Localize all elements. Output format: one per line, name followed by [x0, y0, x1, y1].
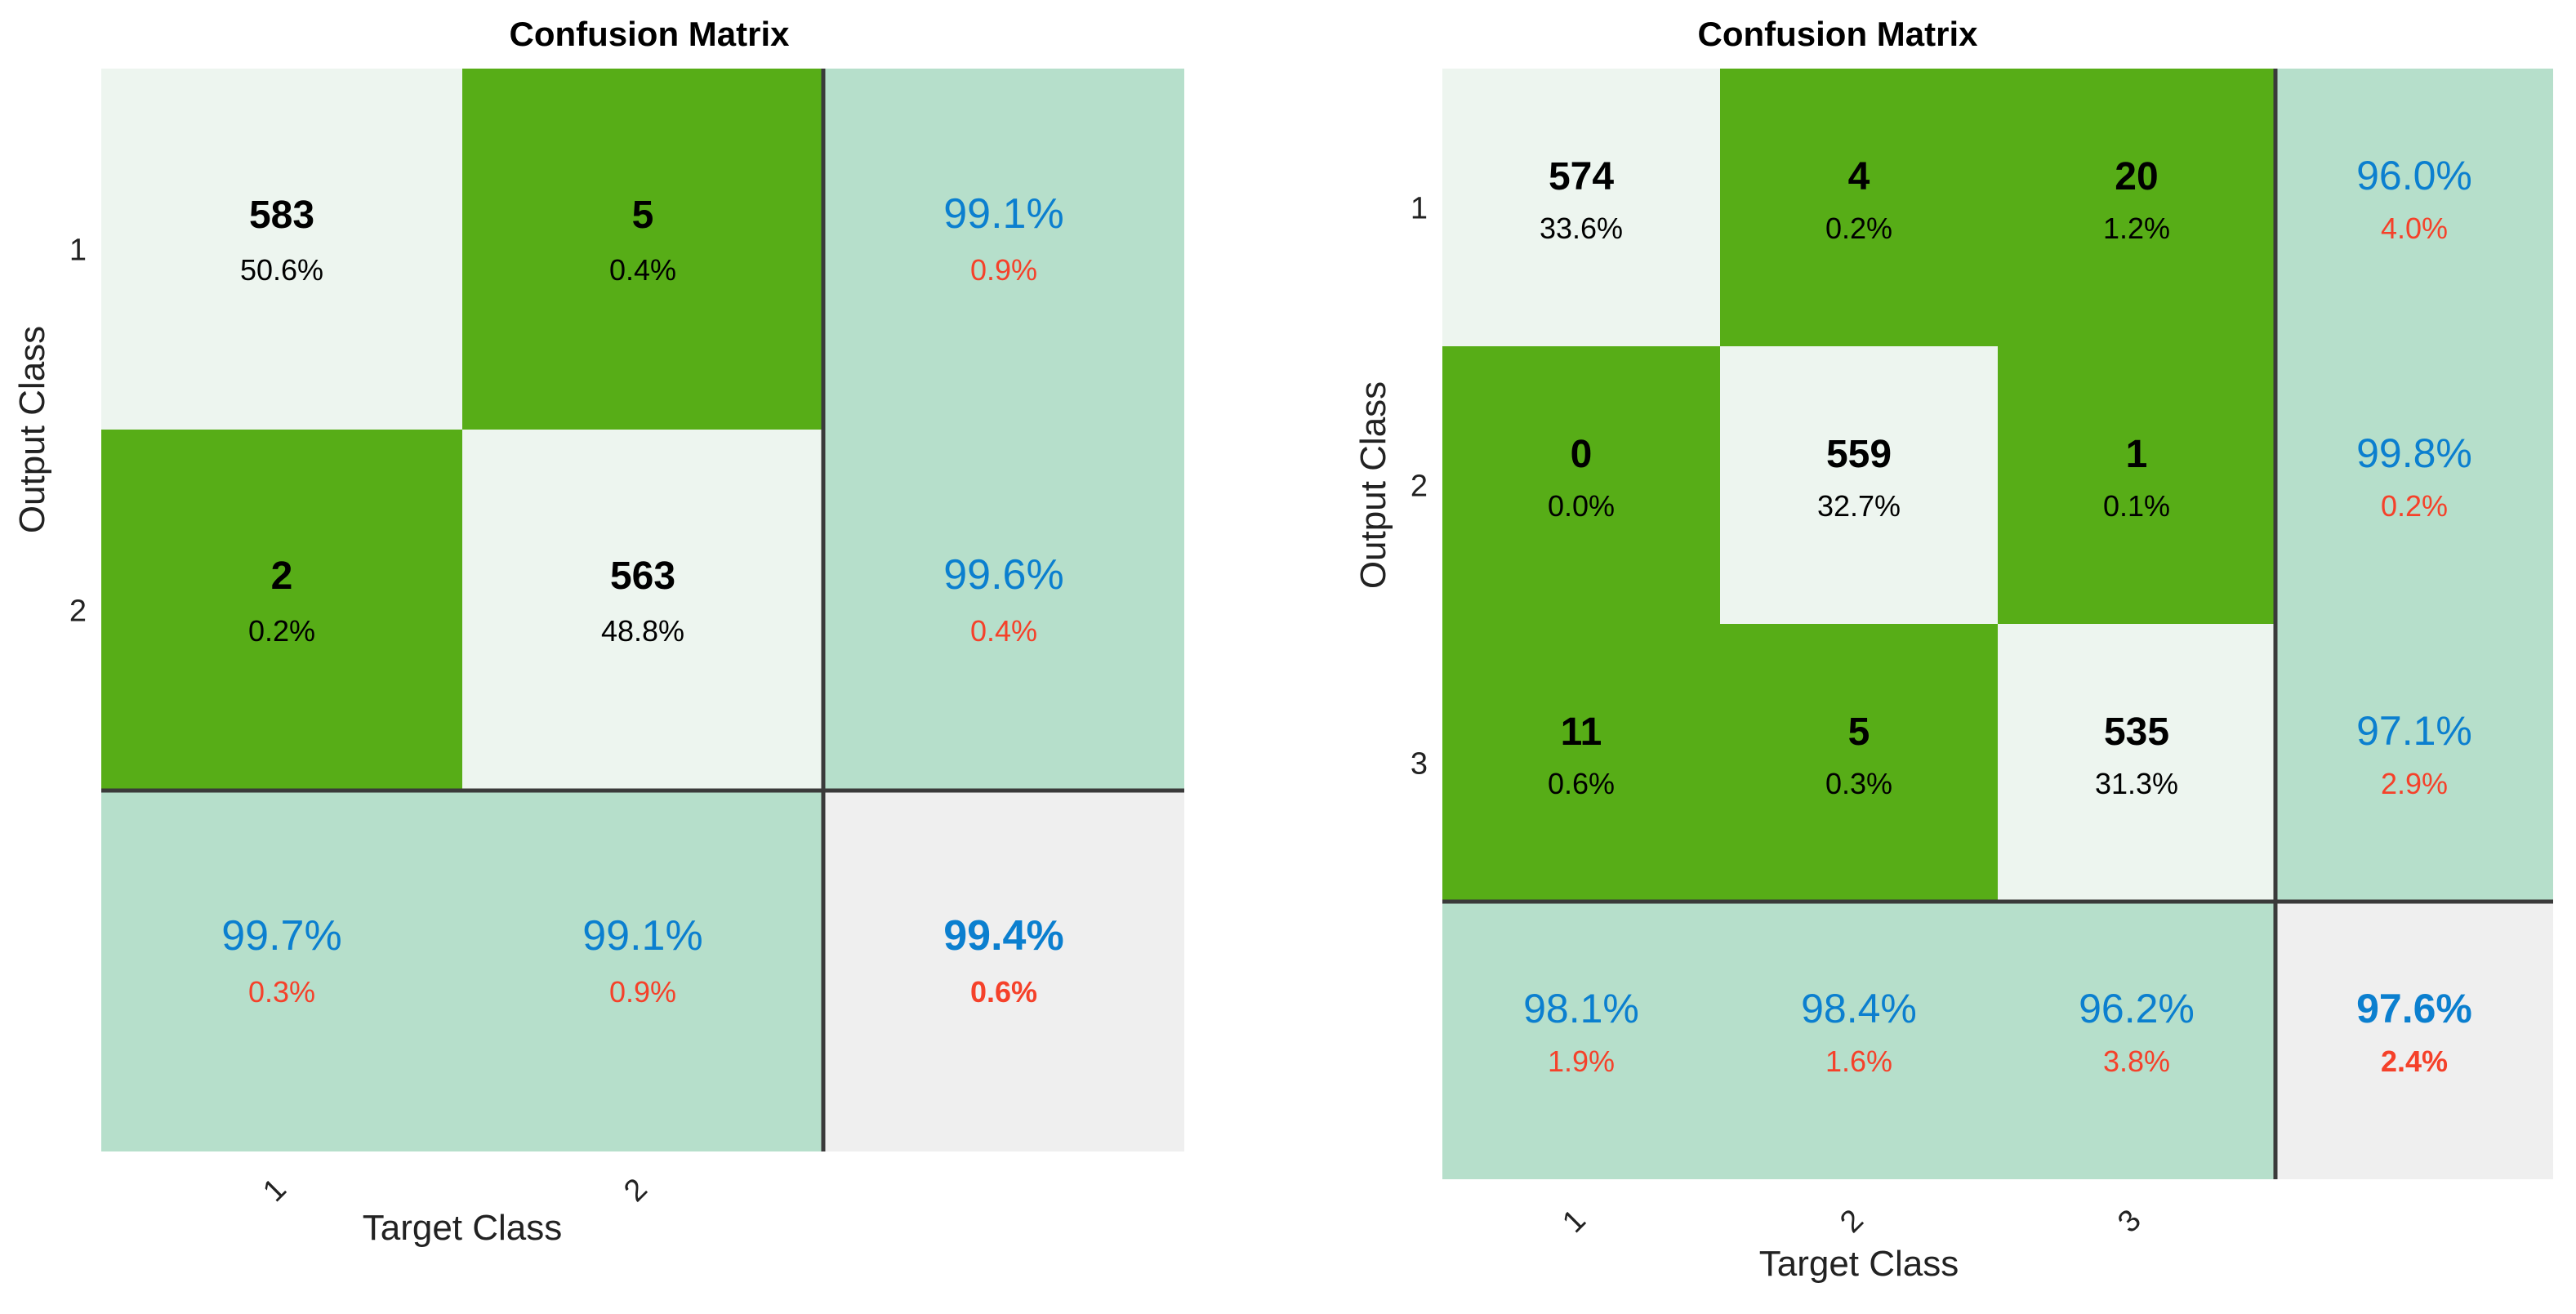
matrix-cell-r1-c3	[1998, 69, 2275, 346]
column-summary-error: 3.8%	[2103, 1045, 2170, 1078]
chart-title: Confusion Matrix	[510, 15, 791, 53]
x-tick-label: 2	[617, 1172, 654, 1209]
row-summary-error: 0.9%	[970, 253, 1037, 287]
row-summary-cell	[2275, 69, 2553, 346]
chart-title: Confusion Matrix	[1698, 15, 1979, 53]
overall-accuracy: 99.4%	[943, 912, 1063, 960]
matrix-cell-r2-c1	[101, 430, 462, 791]
column-summary-error: 1.6%	[1825, 1045, 1892, 1078]
cell-percent: 33.6%	[1540, 212, 1623, 245]
column-summary-error: 1.9%	[1548, 1045, 1615, 1078]
row-summary-cell	[2275, 346, 2553, 624]
confusion-matrix-3class: Confusion Matrix 574 33.6% 4 0.2% 20 1.2% 0 0.0%…	[1274, 0, 2576, 1314]
row-summary-correct: 99.8%	[2356, 430, 2472, 476]
cell-count: 559	[1826, 433, 1892, 476]
cell-count: 583	[249, 194, 314, 237]
y-tick-label: 2	[1411, 469, 1428, 503]
row-summary-cell	[823, 69, 1184, 430]
y-tick-label: 2	[69, 594, 87, 628]
row-summary-correct: 99.1%	[943, 190, 1063, 238]
cell-count: 5	[1848, 710, 1870, 754]
column-summary-cell	[101, 791, 462, 1151]
y-tick-label: 1	[69, 233, 87, 267]
matrix-cell-r1-c1	[101, 69, 462, 430]
row-summary-correct: 97.1%	[2356, 708, 2472, 754]
confusion-matrix-2class: Confusion Matrix 583 50.6% 5 0.4% 2 0.2% 563 48.…	[0, 0, 1274, 1314]
row-summary-cell	[2275, 624, 2553, 902]
matrix-cell-r1-c2	[462, 69, 823, 430]
cell-percent: 32.7%	[1817, 489, 1901, 523]
column-summary-cell	[1442, 902, 1720, 1179]
cell-count: 5	[632, 194, 654, 237]
confusion-matrix-2class-svg: Confusion Matrix 583 50.6% 5 0.4% 2 0.2% 563 48.…	[12, 15, 1184, 1248]
column-summary-correct: 98.1%	[1523, 986, 1639, 1031]
matrix-cell-r1-c2	[1720, 69, 1998, 346]
cell-percent: 31.3%	[2095, 767, 2178, 800]
matrix-cell-r2-c2	[462, 430, 823, 791]
x-tick-label: 3	[2111, 1203, 2148, 1240]
cell-count: 0	[1571, 433, 1593, 476]
matrix-cell-r2-c3	[1998, 346, 2275, 624]
cell-percent: 48.8%	[601, 614, 684, 648]
confusion-matrix-3class-svg: Confusion Matrix 574 33.6% 4 0.2% 20 1.2% 0 0.0%…	[1353, 15, 2553, 1284]
row-summary-cell	[823, 430, 1184, 791]
column-summary-correct: 98.4%	[1801, 986, 1917, 1031]
column-summary-error: 0.3%	[248, 975, 315, 1009]
cell-percent: 0.2%	[1825, 212, 1892, 245]
column-summary-correct: 96.2%	[2079, 986, 2195, 1031]
cell-percent: 0.6%	[1548, 767, 1615, 800]
row-summary-error: 0.2%	[2381, 489, 2448, 523]
cell-count: 4	[1848, 155, 1870, 198]
cell-count: 2	[271, 555, 293, 598]
column-summary-cell	[1720, 902, 1998, 1179]
column-summary-correct: 99.1%	[582, 912, 702, 960]
row-summary-correct: 96.0%	[2356, 153, 2472, 198]
column-summary-cell	[1998, 902, 2275, 1179]
y-tick-label: 3	[1411, 746, 1428, 781]
x-tick-label: 1	[1556, 1203, 1593, 1240]
x-tick-label: 2	[1834, 1203, 1870, 1240]
matrix-cell-r1-c1	[1442, 69, 1720, 346]
matrix-cell-r3-c2	[1720, 624, 1998, 902]
cell-count: 563	[610, 555, 675, 598]
matrix-cell-r2-c1	[1442, 346, 1720, 624]
overall-error: 0.6%	[970, 975, 1037, 1009]
row-summary-error: 4.0%	[2381, 212, 2448, 245]
cell-count: 1	[2126, 433, 2148, 476]
cell-count: 535	[2104, 710, 2169, 754]
overall-accuracy: 97.6%	[2356, 986, 2472, 1031]
row-summary-correct: 99.6%	[943, 551, 1063, 599]
x-axis-label: Target Class	[1759, 1244, 1959, 1284]
row-summary-error: 2.9%	[2381, 767, 2448, 800]
y-axis-label: Output Class	[12, 326, 52, 533]
x-tick-label: 1	[256, 1172, 293, 1209]
cell-count: 11	[1561, 710, 1602, 754]
y-tick-label: 1	[1411, 191, 1428, 225]
row-summary-error: 0.4%	[970, 614, 1037, 648]
x-axis-label: Target Class	[363, 1208, 563, 1248]
cell-count: 574	[1549, 155, 1614, 198]
matrix-cell-r3-c3	[1998, 624, 2275, 902]
matrix-cell-r2-c2	[1720, 346, 1998, 624]
y-axis-label: Output Class	[1353, 381, 1393, 589]
column-summary-cell	[462, 791, 823, 1151]
column-summary-correct: 99.7%	[221, 912, 341, 960]
cell-percent: 0.2%	[248, 614, 315, 648]
cell-percent: 0.3%	[1825, 767, 1892, 800]
cell-percent: 1.2%	[2103, 212, 2170, 245]
cell-count: 20	[2115, 155, 2158, 198]
cell-percent: 0.0%	[1548, 489, 1615, 523]
cell-percent: 0.1%	[2103, 489, 2170, 523]
cell-percent: 0.4%	[609, 253, 676, 287]
matrix-cell-r3-c1	[1442, 624, 1720, 902]
cell-percent: 50.6%	[240, 253, 323, 287]
overall-accuracy-cell	[823, 791, 1184, 1151]
overall-accuracy-cell	[2275, 902, 2553, 1179]
column-summary-error: 0.9%	[609, 975, 676, 1009]
overall-error: 2.4%	[2381, 1045, 2448, 1078]
